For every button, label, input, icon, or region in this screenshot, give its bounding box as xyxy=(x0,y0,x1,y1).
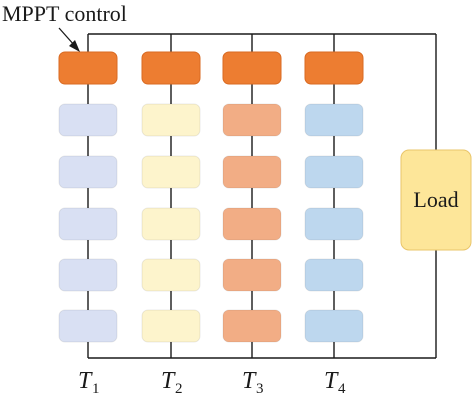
pv-panel-1-1 xyxy=(58,103,118,137)
mppt-arrow-head xyxy=(69,40,80,52)
pv-panel-3-4 xyxy=(222,258,282,292)
pv-panel-2-1 xyxy=(141,103,201,137)
string-label-1: T xyxy=(78,368,93,394)
pv-panel-2-2 xyxy=(141,155,201,189)
string-label-sub-4: 4 xyxy=(338,381,346,397)
pv-panel-2-4 xyxy=(141,258,201,292)
pv-panel-2-5 xyxy=(141,309,201,343)
pv-panel-4-4 xyxy=(304,258,364,292)
pv-panel-4-1 xyxy=(304,103,364,137)
string-label-sub-1: 1 xyxy=(92,381,100,397)
pv-panel-1-3 xyxy=(58,207,118,241)
pv-panel-3-2 xyxy=(222,155,282,189)
load-label: Load xyxy=(413,187,458,212)
string-label-3: T xyxy=(242,368,257,394)
mppt-controller-3 xyxy=(222,51,282,85)
pv-panel-4-2 xyxy=(304,155,364,189)
pv-panel-3-3 xyxy=(222,207,282,241)
pv-panel-1-2 xyxy=(58,155,118,189)
string-label-2: T xyxy=(161,368,176,394)
pv-panel-2-3 xyxy=(141,207,201,241)
mppt-control-label: MPPT control xyxy=(2,1,127,26)
string-label-sub-3: 3 xyxy=(256,381,264,397)
pv-panel-3-5 xyxy=(222,309,282,343)
pv-panel-4-5 xyxy=(304,309,364,343)
string-label-sub-2: 2 xyxy=(175,381,183,397)
pv-panel-1-4 xyxy=(58,258,118,292)
pv-panel-3-1 xyxy=(222,103,282,137)
mppt-controller-2 xyxy=(141,51,201,85)
mppt-controller-4 xyxy=(304,51,364,85)
load-box xyxy=(400,149,472,251)
pv-panel-4-3 xyxy=(304,207,364,241)
string-label-4: T xyxy=(324,368,339,394)
mppt-controller-1 xyxy=(58,51,118,85)
modules xyxy=(58,51,364,343)
wiring xyxy=(87,33,437,359)
pv-panel-1-5 xyxy=(58,309,118,343)
